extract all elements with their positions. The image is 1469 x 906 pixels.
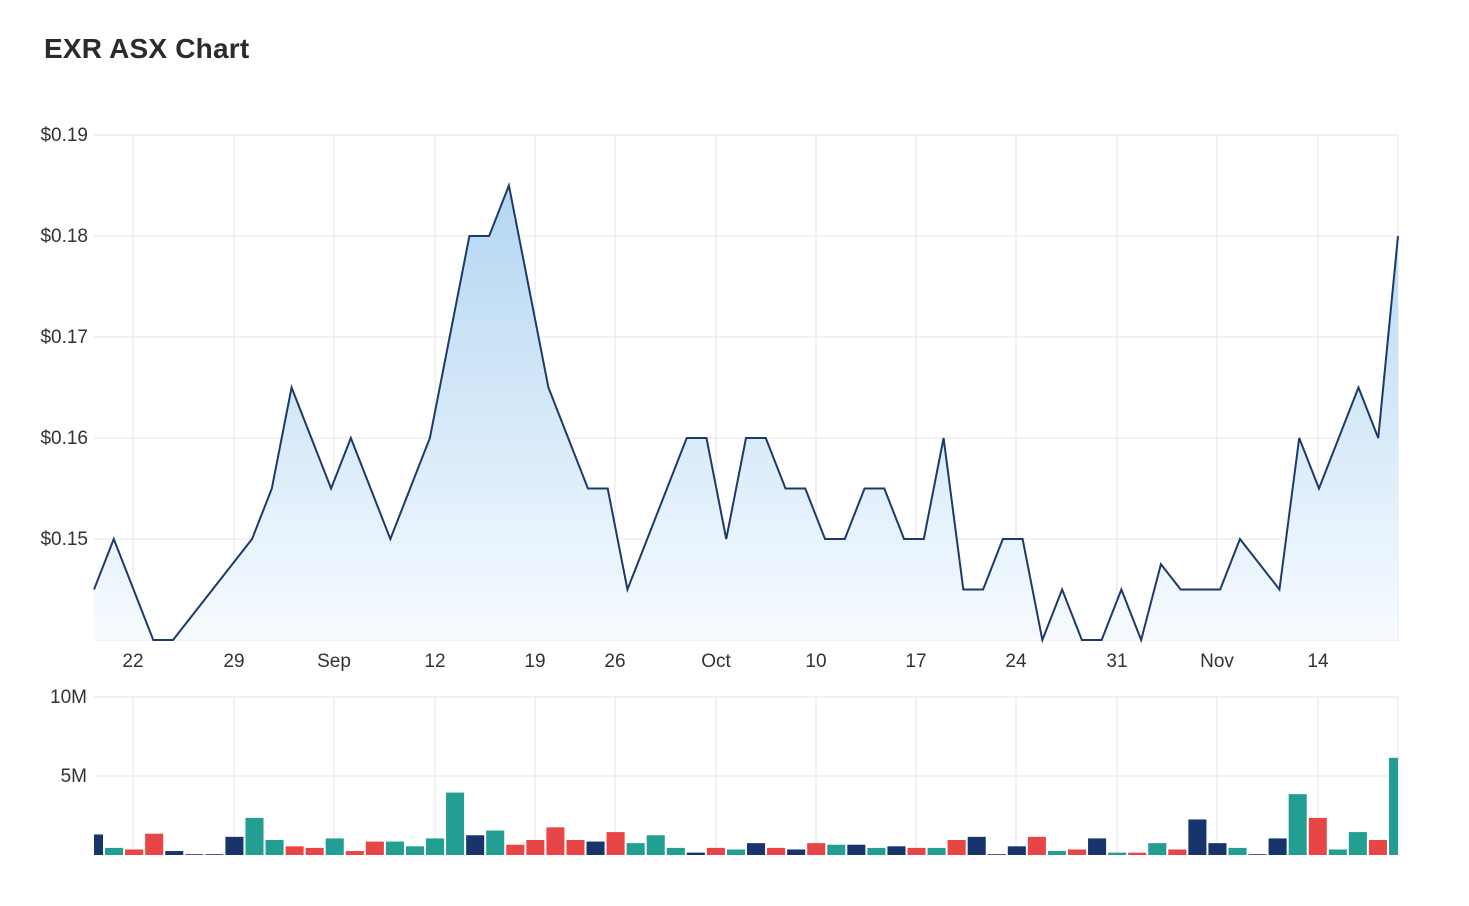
- volume-bar: [426, 838, 445, 855]
- price-tick-label: $0.19: [40, 125, 88, 146]
- volume-bar: [1308, 817, 1327, 855]
- volume-bar: [105, 847, 124, 855]
- price-tick-label: $0.16: [40, 428, 88, 449]
- volume-bar: [847, 844, 866, 855]
- volume-bar: [1188, 819, 1207, 855]
- volume-bar: [867, 847, 886, 855]
- volume-bar: [185, 854, 204, 855]
- volume-bar: [606, 832, 625, 855]
- volume-bar: [887, 846, 906, 855]
- date-tick-label: Sep: [317, 651, 351, 672]
- date-tick-label: 14: [1307, 651, 1329, 672]
- volume-bar: [365, 841, 384, 855]
- volume-bar: [686, 852, 705, 855]
- volume-y-axis: 10M 5M: [50, 687, 87, 787]
- volume-bar: [506, 844, 525, 855]
- volume-bar: [586, 841, 605, 855]
- date-tick-label: 24: [1005, 651, 1027, 672]
- volume-bar: [125, 849, 144, 855]
- volume-bar: [94, 834, 104, 855]
- volume-bar: [245, 817, 264, 855]
- volume-bar: [1328, 849, 1347, 855]
- volume-bar: [405, 846, 425, 855]
- volume-bar: [566, 839, 585, 855]
- volume-bar: [1208, 843, 1227, 855]
- volume-bar: [646, 835, 665, 855]
- volume-bar: [626, 843, 645, 855]
- volume-bar: [1027, 836, 1046, 855]
- volume-bars: [94, 757, 1398, 855]
- volume-bar: [265, 839, 284, 855]
- volume-bar: [1128, 852, 1147, 855]
- volume-bar: [807, 843, 826, 855]
- volume-tick-label: 5M: [61, 766, 87, 787]
- volume-bar: [827, 844, 846, 855]
- volume-bar: [466, 835, 485, 855]
- volume-bar: [486, 830, 505, 855]
- volume-bar: [1148, 843, 1167, 855]
- volume-bar: [787, 849, 806, 855]
- time-x-axis: 22 29 Sep 12 19 26 Oct 10 17 24 31 Nov 14: [122, 651, 1329, 672]
- volume-bar: [747, 843, 766, 855]
- price-y-axis: $0.19 $0.18 $0.17 $0.16 $0.15: [40, 125, 88, 550]
- date-tick-label: 17: [905, 651, 926, 672]
- date-tick-label: 29: [223, 651, 244, 672]
- volume-bar: [1368, 839, 1387, 855]
- volume-bar: [706, 847, 725, 855]
- price-area-fill: [94, 185, 1398, 640]
- volume-bar: [666, 847, 685, 855]
- date-tick-label: 31: [1106, 651, 1127, 672]
- volume-bar: [385, 841, 404, 855]
- volume-bar: [767, 847, 786, 855]
- volume-bar: [546, 827, 565, 855]
- price-area: [93, 181, 1399, 644]
- volume-tick-label: 10M: [50, 687, 87, 708]
- volume-bar: [205, 854, 224, 855]
- volume-bar: [305, 847, 324, 855]
- volume-bar: [1228, 847, 1247, 855]
- volume-bar: [1288, 794, 1307, 855]
- price-line: [93, 181, 1399, 644]
- chart-title: EXR ASX Chart: [44, 33, 250, 64]
- volume-bar: [1108, 852, 1127, 855]
- volume-bar: [967, 836, 986, 855]
- date-tick-label: 19: [524, 651, 545, 672]
- volume-bar: [145, 833, 164, 855]
- date-tick-label: 12: [424, 651, 445, 672]
- volume-bar: [1348, 832, 1367, 855]
- volume-bar: [345, 851, 364, 855]
- volume-bar: [1067, 849, 1087, 855]
- date-tick-label: 22: [122, 651, 143, 672]
- date-tick-label: Nov: [1200, 651, 1234, 672]
- volume-bar: [446, 792, 465, 855]
- volume-bar: [927, 847, 946, 855]
- volume-bar: [1168, 849, 1187, 855]
- volume-bar: [1007, 846, 1026, 855]
- volume-bar: [1248, 854, 1267, 855]
- date-tick-label: Oct: [701, 651, 731, 672]
- volume-bar: [325, 838, 344, 855]
- date-tick-label: 26: [604, 651, 625, 672]
- date-tick-label: 10: [805, 651, 826, 672]
- volume-bar: [947, 839, 966, 855]
- volume-bar: [1047, 851, 1066, 855]
- price-tick-label: $0.15: [40, 529, 88, 550]
- price-tick-label: $0.18: [40, 226, 88, 247]
- volume-bar: [225, 836, 244, 855]
- volume-bar: [1088, 838, 1107, 855]
- volume-bar: [165, 851, 184, 855]
- volume-bar: [285, 846, 304, 855]
- volume-bar: [1388, 757, 1398, 855]
- volume-bar: [526, 839, 545, 855]
- volume-bar: [907, 847, 926, 855]
- volume-bar: [726, 849, 745, 855]
- volume-bar: [987, 854, 1006, 855]
- volume-bar: [1268, 838, 1287, 855]
- price-tick-label: $0.17: [40, 327, 88, 348]
